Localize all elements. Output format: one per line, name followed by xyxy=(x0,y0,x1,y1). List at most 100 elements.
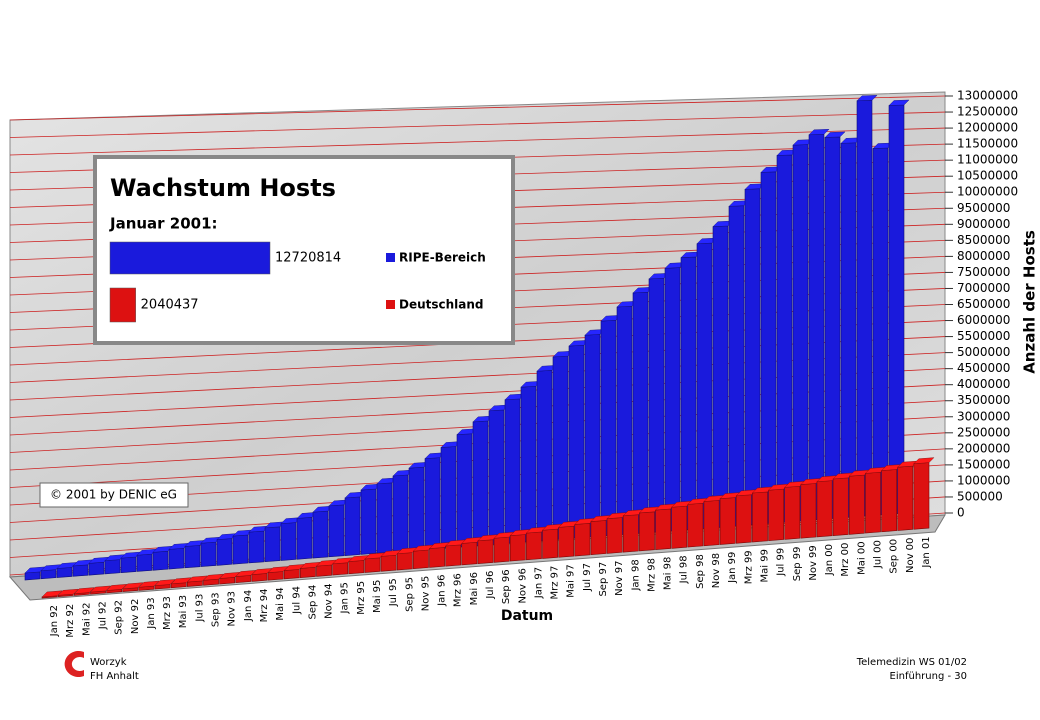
bar xyxy=(784,485,801,540)
x-tick-label: Jan 97 xyxy=(533,567,544,599)
x-tick-label: Sep 00 xyxy=(889,539,900,574)
bar xyxy=(590,520,607,556)
bar xyxy=(456,433,473,548)
bar xyxy=(824,136,841,520)
x-tick-label: Nov 00 xyxy=(905,538,916,573)
x-tick-label: Mrz 98 xyxy=(646,558,657,592)
x-tick-label: Nov 98 xyxy=(711,553,722,588)
x-tick-label: Sep 92 xyxy=(114,600,125,635)
x-tick-label: Nov 92 xyxy=(130,599,141,634)
box-value: 2040437 xyxy=(141,298,199,313)
bar xyxy=(280,522,297,561)
bar xyxy=(504,398,521,544)
x-tick-label: Sep 96 xyxy=(501,569,512,604)
legend-swatch xyxy=(386,300,395,309)
y-tick-label: 0 xyxy=(957,506,965,520)
bar xyxy=(328,504,345,558)
bar xyxy=(616,305,633,536)
legend-label: RIPE-Bereich xyxy=(399,251,486,265)
x-tick-label: Mrz 99 xyxy=(743,550,754,584)
x-tick-label: Sep 94 xyxy=(307,585,318,620)
bar xyxy=(120,556,137,574)
x-tick-label: Mai 94 xyxy=(275,587,286,620)
bar xyxy=(696,242,713,530)
x-tick-label: Jan 98 xyxy=(630,559,641,591)
footer-author: Worzyk xyxy=(90,657,127,668)
bar xyxy=(264,526,281,563)
bar xyxy=(493,536,510,563)
y-tick-label: 3500000 xyxy=(957,393,1010,407)
grid-line xyxy=(9,95,946,121)
y-axis-label: Anzahl der Hosts xyxy=(1021,230,1039,374)
bar xyxy=(72,564,89,577)
bar-top xyxy=(856,95,878,102)
x-tick-label: Mai 93 xyxy=(178,595,189,628)
footer-page: Einführung - 30 xyxy=(890,671,967,682)
bar xyxy=(168,547,185,570)
x-axis-label: Datum xyxy=(501,608,553,624)
legend-label: Deutschland xyxy=(399,298,484,312)
bar xyxy=(348,560,365,575)
x-tick-label: Jan 95 xyxy=(340,582,351,614)
footer-course: Telemedizin WS 01/02 xyxy=(856,657,967,668)
y-tick-label: 10000000 xyxy=(957,185,1018,199)
logo xyxy=(64,651,84,677)
bar xyxy=(216,538,233,566)
bar xyxy=(558,525,575,558)
bar xyxy=(568,344,585,539)
bar xyxy=(680,256,697,531)
x-tick-label: Jan 94 xyxy=(243,590,254,622)
x-tick-label: Nov 94 xyxy=(324,583,335,618)
bar xyxy=(200,541,217,567)
y-tick-label: 12500000 xyxy=(957,105,1018,119)
x-tick-label: Jul 92 xyxy=(98,601,109,630)
bar xyxy=(913,462,930,530)
bar-top xyxy=(186,575,208,583)
bar xyxy=(600,319,617,537)
bar xyxy=(655,508,671,550)
bar xyxy=(232,534,249,565)
x-tick-label: Jan 99 xyxy=(727,552,738,584)
footer-institution: FH Anhalt xyxy=(90,671,139,682)
y-tick-label: 10500000 xyxy=(957,169,1018,183)
bar xyxy=(776,154,793,524)
bar-top xyxy=(913,457,935,464)
bar xyxy=(536,369,553,542)
bar xyxy=(752,491,768,543)
x-tick-label: Sep 98 xyxy=(695,554,706,589)
bar-top xyxy=(122,582,144,590)
bar xyxy=(136,553,153,572)
y-tick-label: 12000000 xyxy=(957,121,1018,135)
x-tick-label: Jul 95 xyxy=(388,578,399,607)
bar xyxy=(840,142,857,519)
y-tick-label: 6000000 xyxy=(957,313,1010,327)
bar-top xyxy=(138,580,160,588)
x-tick-label: Jul 00 xyxy=(872,540,883,569)
bar xyxy=(88,561,105,576)
bar xyxy=(56,567,73,578)
bar xyxy=(808,133,825,521)
bar-top xyxy=(202,573,225,581)
y-tick-label: 11000000 xyxy=(957,153,1018,167)
x-tick-label: Mai 98 xyxy=(663,557,674,590)
bar xyxy=(152,550,169,571)
bar xyxy=(396,552,413,571)
y-tick-label: 2000000 xyxy=(957,441,1010,455)
y-tick-label: 7500000 xyxy=(957,265,1010,279)
y-tick-label: 8500000 xyxy=(957,233,1010,247)
bar xyxy=(184,545,201,569)
box-bar xyxy=(109,241,271,275)
x-tick-label: Mrz 92 xyxy=(65,604,76,638)
bar xyxy=(104,559,121,575)
y-tick-label: 11500000 xyxy=(957,137,1018,151)
bar xyxy=(267,571,284,581)
bar xyxy=(332,562,349,576)
y-tick-label: 500000 xyxy=(957,489,1003,503)
bar xyxy=(648,277,665,533)
bar xyxy=(606,517,623,554)
x-tick-label: Jan 00 xyxy=(824,544,835,576)
bar xyxy=(296,516,313,560)
bar xyxy=(687,502,704,548)
y-tick-label: 9500000 xyxy=(957,201,1010,215)
